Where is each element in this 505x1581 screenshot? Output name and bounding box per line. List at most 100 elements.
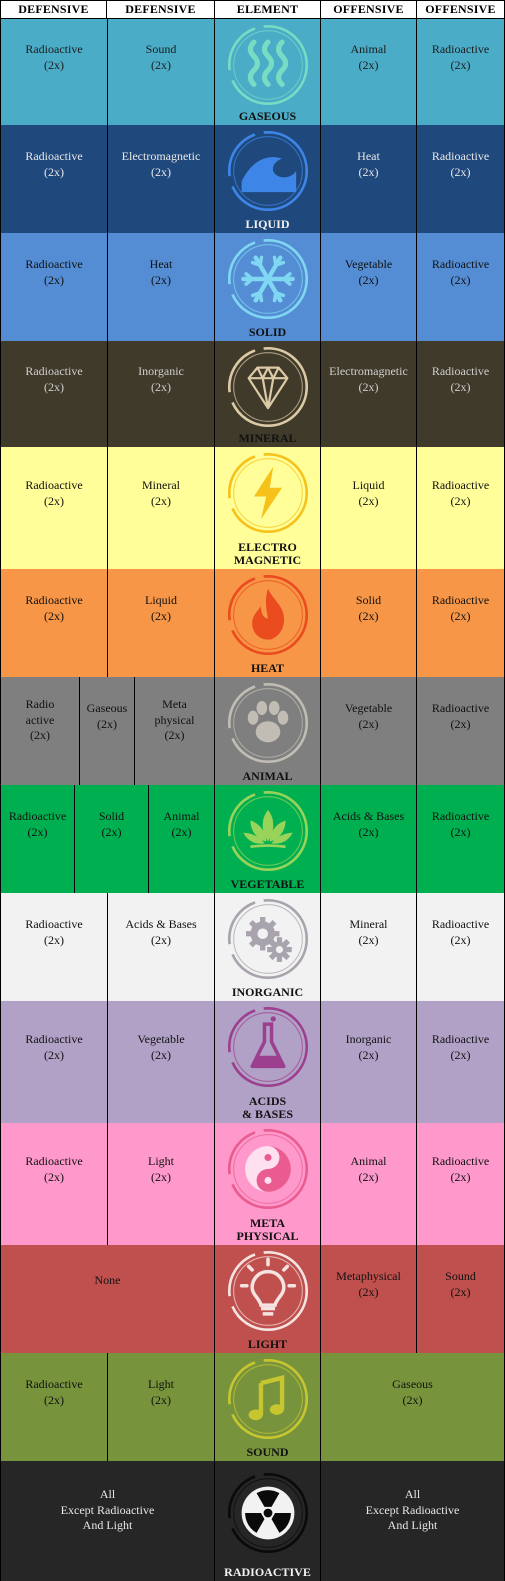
header-element: ELEMENT [214,0,321,19]
defensive-cell-text: Radioactive (2x) [25,149,83,179]
offensive-cell: Vegetable (2x) [320,233,417,342]
header-defensive-1: DEFENSIVE [0,0,107,19]
offensive-cell-text: Radioactive (2x) [431,478,490,508]
element-name: MINERAL [238,431,297,445]
element-row: Radioactive (2x) Light (2x) Animal (2x) Rad… [0,1123,505,1246]
defensive-cell-text: None [94,1273,121,1287]
paw-print-icon [227,682,308,764]
offensive-cell: Radioactive (2x) [416,1001,505,1124]
element-name: ANIMAL [242,769,293,783]
offensive-cell-text: Radioactive (2x) [431,364,490,394]
defensive-cell-text: Gaseous (2x) [86,701,128,731]
defensive-cell-text: Meta physical (2x) [154,697,195,742]
offensive-cell: Heat (2x) [320,125,417,234]
offensive-cell: Inorganic (2x) [320,1001,417,1124]
offensive-cell: Radioactive (2x) [416,785,505,894]
offensive-cell-text: Mineral (2x) [349,917,388,947]
element-name: VEGETABLE [230,877,305,891]
offensive-cell: Animal (2x) [320,1123,417,1246]
offensive-cell-text: Animal (2x) [350,42,387,72]
yin-yang-icon [227,1128,308,1210]
defensive-cell: Radioactive (2x) [0,1001,108,1124]
element-cell: LIGHT [214,1245,321,1354]
defensive-cell: Radioactive (2x) [0,785,75,894]
offensive-cell-text: Radioactive (2x) [431,593,490,623]
element-row: Radioactive (2x) Electromagnetic (2x) Heat… [0,125,505,234]
flame-icon [227,574,308,656]
defensive-cell: Acids & Bases (2x) [107,893,215,1002]
offensive-cell: Radioactive (2x) [416,341,505,448]
defensive-cell-text: Acids & Bases (2x) [125,917,197,947]
wave-icon [227,130,308,212]
defensive-cell: Liquid (2x) [107,569,215,678]
element-cell: MINERAL [214,341,321,448]
defensive-cell-text: Mineral (2x) [142,478,180,508]
element-name: LIGHT [247,1337,288,1351]
element-name: LIQUID [245,217,290,231]
offensive-cell: Radioactive (2x) [416,19,505,126]
defensive-cell: All Except Radioactive And Light [0,1461,215,1581]
element-name: RADIOACTIVE [224,1565,311,1579]
lightning-bolt-icon [227,452,308,534]
gears-icon [227,898,308,980]
defensive-cell-text: Solid (2x) [98,809,125,839]
defensive-cell-text: Radioactive (2x) [8,809,67,839]
defensive-cell: Radio active (2x) [0,677,80,786]
offensive-cell-text: Acids & Bases (2x) [332,809,405,839]
offensive-cell-text: Radioactive (2x) [431,701,490,731]
defensive-cell: Radioactive (2x) [0,569,108,678]
element-cell: GASEOUS [214,19,321,126]
element-row: None Metaphysical (2x) Sound (2x) LIGHT [0,1245,505,1354]
offensive-cell: Electromagnetic (2x) [320,341,417,448]
defensive-cell-text: Radioactive (2x) [25,1377,83,1407]
defensive-cell-text: Light (2x) [148,1154,174,1184]
offensive-cell: Radioactive (2x) [416,1123,505,1246]
header-offensive-1: OFFENSIVE [320,0,417,19]
offensive-cell: Radioactive (2x) [416,125,505,234]
defensive-cell: Heat (2x) [107,233,215,342]
offensive-cell-text: Liquid (2x) [352,478,385,508]
offensive-cell: Radioactive (2x) [416,447,505,570]
element-cell: ANIMAL [214,677,321,786]
offensive-cell-text: Inorganic (2x) [345,1032,392,1062]
defensive-cell: Sound (2x) [107,19,215,126]
defensive-cell-text: Radioactive (2x) [25,257,83,287]
element-row: Radioactive (2x) Inorganic (2x) Electromag… [0,341,505,448]
defensive-cell: Radioactive (2x) [0,1353,108,1462]
offensive-cell-text: Sound (2x) [445,1269,476,1299]
element-name: ACIDS & BASES [241,1094,294,1121]
offensive-cell-text: Radioactive (2x) [431,149,490,179]
diamond-icon [227,346,308,428]
offensive-cell: Solid (2x) [320,569,417,678]
offensive-cell-text: Metaphysical (2x) [336,1269,401,1299]
defensive-cell-text: Inorganic (2x) [138,364,184,394]
element-row: Radioactive (2x) Heat (2x) Vegetable (2x) R… [0,233,505,342]
header-defensive-2: DEFENSIVE [106,0,215,19]
element-name: SOUND [246,1445,289,1459]
defensive-cell: Light (2x) [107,1123,215,1246]
offensive-cell-text: Radioactive (2x) [431,917,490,947]
lotus-icon [227,790,308,872]
element-row: Radioactive (2x) Liquid (2x) Solid (2x) Rad… [0,569,505,678]
offensive-cell: Mineral (2x) [320,893,417,1002]
element-cell: LIQUID [214,125,321,234]
element-cell: SOLID [214,233,321,342]
lightbulb-icon [227,1250,308,1332]
defensive-cell: Light (2x) [107,1353,215,1462]
element-name: GASEOUS [238,109,297,123]
defensive-cell: Radioactive (2x) [0,19,108,126]
element-row: Radioactive (2x) Mineral (2x) Liquid (2x) R… [0,447,505,570]
offensive-cell: Radioactive (2x) [416,569,505,678]
defensive-cell: Radioactive (2x) [0,341,108,448]
offensive-cell: Radioactive (2x) [416,893,505,1002]
element-row: Radioactive (2x) Sound (2x) Animal (2x) Rad… [0,19,505,126]
defensive-cell: Mineral (2x) [107,447,215,570]
element-row: Radioactive (2x) Light (2x) Gaseous (2x) SO… [0,1353,505,1462]
defensive-cell-text: Animal (2x) [163,809,200,839]
flask-icon [227,1006,308,1088]
defensive-cell: Solid (2x) [74,785,149,894]
defensive-cell-text: Radioactive (2x) [25,364,83,394]
header-offensive-2: OFFENSIVE [416,0,505,19]
defensive-cell: Electromagnetic (2x) [107,125,215,234]
